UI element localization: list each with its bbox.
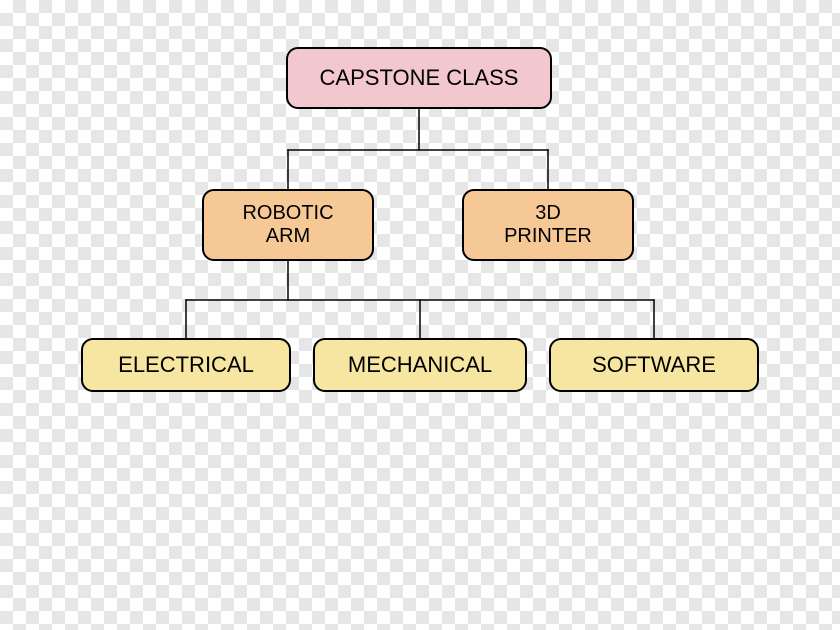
diagram-canvas: CAPSTONE CLASS ROBOTIC ARM 3D PRINTER ELECT… <box>0 0 840 630</box>
node-electrical: ELECTRICAL <box>81 338 291 392</box>
node-root: CAPSTONE CLASS <box>286 47 552 109</box>
node-software: SOFTWARE <box>549 338 759 392</box>
node-printer: 3D PRINTER <box>462 189 634 261</box>
node-mechanical: MECHANICAL <box>313 338 527 392</box>
node-arm: ROBOTIC ARM <box>202 189 374 261</box>
